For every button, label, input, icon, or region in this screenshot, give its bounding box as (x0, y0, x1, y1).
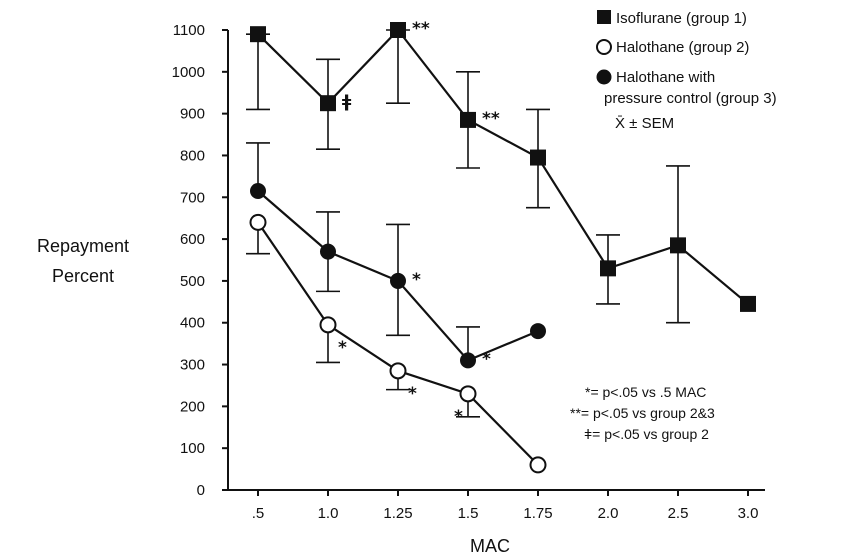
y-tick-label: 1000 (172, 64, 205, 81)
y-tick-label: 400 (180, 315, 205, 332)
x-tick-label: 1.0 (318, 505, 339, 522)
data-point (460, 111, 476, 128)
y-ticks: 0 100 200 300 400 500 600 700 800 900 1000 1100 (172, 22, 228, 499)
significance-mark: ǂ (342, 92, 352, 112)
data-point (250, 183, 266, 199)
note-double-star: **= p<.05 vs group 2&3 (570, 405, 715, 421)
x-tick-label: 2.0 (598, 505, 619, 522)
legend-label-halothane-pressure-line-1: Halothane with (616, 69, 715, 86)
series-layer: ǂ********* (246, 19, 756, 474)
x-ticks: .5 1.0 1.25 1.5 1.75 2.0 2.5 3.0 (252, 490, 759, 522)
significance-mark: ** (482, 109, 500, 129)
y-tick-label: 300 (180, 357, 205, 374)
data-point (250, 26, 266, 43)
note-single-star: *= p<.05 vs .5 MAC (585, 384, 706, 400)
x-tick-label: 1.75 (523, 505, 552, 522)
y-tick-label: 500 (180, 273, 205, 290)
significance-mark: * (338, 338, 347, 358)
series-isoflurane: ǂ ** ** (246, 19, 756, 324)
significance-mark: * (412, 270, 421, 290)
legend-marker-isoflurane (597, 10, 611, 24)
y-tick-label: 900 (180, 106, 205, 123)
x-axis-title: MAC (470, 536, 510, 556)
axes: 0 100 200 300 400 500 600 700 800 900 1000 1100 .5 1… (172, 22, 765, 522)
legend-stat-label: X̄ ± SEM (615, 115, 674, 132)
data-point (249, 213, 267, 231)
data-point (390, 22, 406, 38)
legend-label-isoflurane: Isoflurane (group 1) (616, 10, 747, 27)
note-double-dagger: ǂ= p<.05 vs group 2 (584, 426, 709, 442)
y-tick-label: 200 (180, 398, 205, 415)
series-halothane: * * * (246, 213, 547, 474)
y-axis-title-line-1: Repayment (37, 236, 129, 256)
data-point (389, 362, 407, 380)
legend-marker-halothane (596, 39, 612, 55)
legend-marker-halothane-pressure (596, 69, 612, 85)
x-tick-label: 3.0 (738, 505, 759, 522)
y-tick-label: 0 (197, 482, 205, 499)
x-tick-label: 2.5 (668, 505, 689, 522)
data-point (530, 149, 546, 166)
data-point (530, 323, 546, 340)
y-tick-label: 100 (180, 440, 205, 457)
y-tick-label: 700 (180, 189, 205, 206)
y-tick-label: 800 (180, 147, 205, 164)
significance-mark: * (454, 407, 463, 427)
significance-mark: * (482, 349, 491, 369)
series-line (257, 28, 749, 305)
data-point (740, 295, 756, 312)
data-point (600, 260, 616, 277)
data-point (529, 456, 547, 474)
data-point (320, 95, 336, 112)
y-tick-label: 1100 (173, 22, 205, 39)
legend-label-halothane-pressure-line-2: pressure control (group 3) (604, 90, 777, 107)
x-tick-label: .5 (252, 505, 265, 522)
data-point (459, 385, 477, 403)
data-point (670, 237, 686, 254)
y-tick-label: 600 (180, 231, 205, 248)
data-point (320, 243, 336, 260)
x-tick-label: 1.25 (383, 505, 412, 522)
significance-mark: * (408, 384, 417, 404)
legend: Isoflurane (group 1) Halothane (group 2)… (596, 10, 777, 132)
legend-label-halothane: Halothane (group 2) (616, 39, 749, 56)
data-point (319, 316, 337, 334)
data-point (460, 352, 476, 369)
data-point (390, 272, 406, 289)
significance-mark: ** (412, 19, 430, 39)
y-axis-title-line-2: Percent (52, 266, 114, 286)
x-tick-label: 1.5 (458, 505, 479, 522)
significance-notes: *= p<.05 vs .5 MAC **= p<.05 vs group 2&… (570, 384, 715, 442)
series-halothane-pressure: ** (246, 142, 546, 369)
